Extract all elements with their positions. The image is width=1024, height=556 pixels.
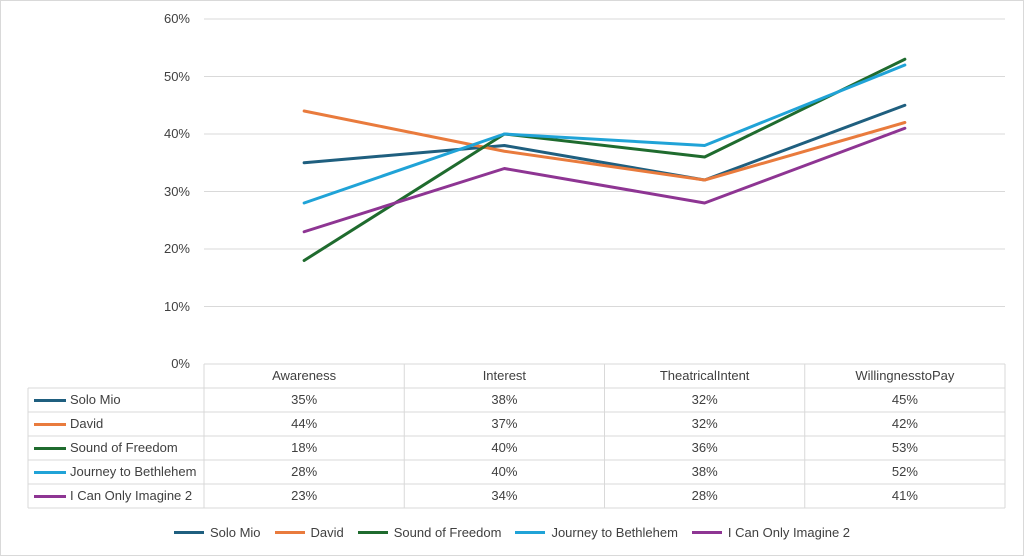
y-tick-label: 0% bbox=[171, 356, 190, 371]
y-tick-label: 60% bbox=[163, 11, 190, 26]
series-lines bbox=[302, 57, 907, 262]
table-row-label: Solo Mio bbox=[70, 392, 121, 407]
table-cell: 38% bbox=[491, 392, 518, 407]
y-tick-label: 10% bbox=[163, 298, 190, 314]
table-cell: 32% bbox=[691, 392, 718, 407]
y-tick-label: 20% bbox=[163, 241, 190, 256]
table-cell: 23% bbox=[291, 488, 318, 503]
table-cell: 45% bbox=[891, 392, 918, 407]
table-row-key bbox=[34, 447, 66, 450]
table-cell: 38% bbox=[691, 464, 718, 479]
series-line-4 bbox=[302, 126, 907, 234]
table-cell: 35% bbox=[291, 392, 318, 407]
legend-label: Sound of Freedom bbox=[393, 524, 502, 540]
legend-label: David bbox=[310, 524, 344, 540]
table-row-key bbox=[34, 399, 66, 402]
legend-label: Solo Mio bbox=[209, 524, 261, 540]
legend-item: Solo Mio bbox=[173, 520, 261, 544]
y-tick-label: 40% bbox=[163, 126, 190, 141]
table-row-key bbox=[34, 471, 66, 474]
x-category-label: TheatricalIntent bbox=[659, 368, 750, 383]
legend: Solo Mio David Sound of Freedom Journey to … bbox=[0, 520, 1024, 544]
table-cell: 53% bbox=[891, 440, 918, 455]
table-cell: 41% bbox=[891, 488, 918, 503]
legend-key bbox=[173, 530, 204, 534]
legend-key bbox=[274, 530, 305, 534]
table-row-label: Sound of Freedom bbox=[70, 440, 178, 455]
legend-key bbox=[357, 530, 388, 534]
series-line-1 bbox=[302, 109, 907, 182]
table-row-label: I Can Only Imagine 2 bbox=[70, 488, 193, 503]
table-cell: 28% bbox=[291, 464, 318, 479]
y-tick-label: 30% bbox=[163, 183, 190, 199]
legend-label: I Can Only Imagine 2 bbox=[727, 524, 851, 540]
series-line-0 bbox=[302, 103, 907, 182]
table-cell: 34% bbox=[491, 488, 518, 503]
table-cell: 44% bbox=[291, 416, 318, 431]
legend-item: David bbox=[274, 520, 344, 544]
table-cell: 40% bbox=[491, 464, 518, 479]
table-cell: 40% bbox=[491, 440, 518, 455]
legend-item: Sound of Freedom bbox=[357, 520, 502, 544]
data-table-grid bbox=[27, 363, 1006, 509]
legend-key bbox=[515, 530, 546, 534]
table-cell: 36% bbox=[691, 440, 718, 455]
table-cell: 18% bbox=[291, 440, 318, 455]
table-cell: 52% bbox=[891, 464, 918, 479]
table-cell: 37% bbox=[491, 416, 518, 431]
table-row-key bbox=[34, 495, 66, 498]
x-category-label: Interest bbox=[482, 368, 527, 383]
table-row-key bbox=[34, 423, 66, 426]
legend-item: I Can Only Imagine 2 bbox=[691, 520, 851, 544]
series-line-2 bbox=[302, 57, 907, 262]
table-row-label: Journey to Bethlehem bbox=[70, 464, 197, 479]
x-category-label: Awareness bbox=[272, 368, 337, 383]
y-tick-label: 50% bbox=[163, 68, 190, 84]
legend-key bbox=[691, 530, 722, 534]
table-row-label: David bbox=[70, 416, 104, 431]
table-cell: 42% bbox=[891, 416, 918, 431]
series-line-3 bbox=[302, 63, 907, 205]
legend-item: Journey to Bethlehem bbox=[515, 520, 678, 544]
legend-label: Journey to Bethlehem bbox=[551, 524, 678, 540]
table-cell: 28% bbox=[691, 488, 718, 503]
table-cell: 32% bbox=[691, 416, 718, 431]
x-category-label: WillingnesstoPay bbox=[855, 368, 955, 383]
